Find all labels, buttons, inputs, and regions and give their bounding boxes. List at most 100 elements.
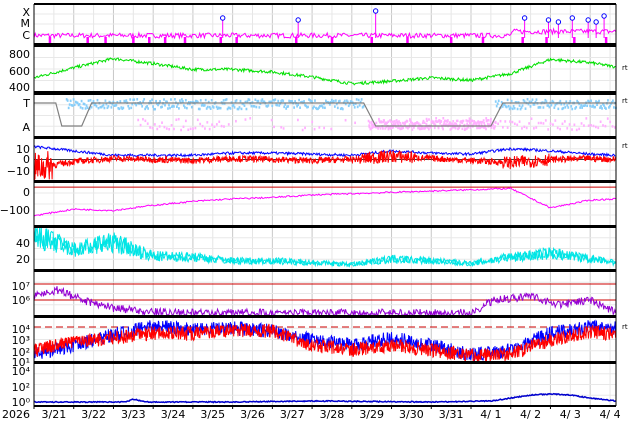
- polarity-toward-dot: [73, 103, 76, 107]
- y-tick-label: X: [22, 6, 30, 19]
- polarity-toward-dot: [353, 106, 356, 109]
- polarity-away-dot: [397, 123, 400, 127]
- polarity-away-dot: [599, 120, 602, 123]
- polarity-away-dot: [452, 120, 455, 123]
- polarity-away-dot: [426, 119, 428, 123]
- polarity-toward-dot: [161, 105, 163, 109]
- polarity-away-dot: [393, 120, 396, 123]
- polarity-away-dot: [404, 122, 406, 126]
- polarity-toward-dot: [237, 107, 240, 111]
- polarity-toward-dot: [85, 104, 88, 107]
- polarity-away-dot: [389, 119, 391, 122]
- polarity-away-dot: [156, 127, 159, 131]
- polarity-toward-dot: [522, 98, 525, 102]
- polarity-toward-dot: [180, 98, 183, 101]
- polarity-toward-dot: [80, 99, 83, 103]
- polarity-away-dot: [427, 127, 430, 131]
- polarity-away-dot: [208, 127, 211, 131]
- polarity-away-dot: [609, 120, 612, 124]
- polarity-toward-dot: [607, 99, 609, 102]
- polarity-toward-dot: [212, 106, 215, 109]
- polarity-toward-dot: [323, 102, 325, 106]
- polarity-away-dot: [481, 120, 484, 124]
- polarity-away-dot: [344, 118, 347, 122]
- xray-event-bar: [148, 37, 151, 43]
- polarity-away-dot: [420, 127, 422, 131]
- polarity-toward-dot: [250, 104, 253, 108]
- polarity-toward-dot: [69, 99, 72, 103]
- polarity-away-dot: [471, 119, 474, 123]
- polarity-away-dot: [379, 120, 381, 124]
- polarity-away-dot: [521, 127, 523, 130]
- polarity-toward-dot: [196, 100, 199, 104]
- polarity-away-dot: [371, 125, 374, 129]
- polarity-toward-dot: [362, 105, 365, 108]
- polarity-away-dot: [204, 127, 206, 130]
- polarity-toward-dot: [83, 102, 86, 106]
- y-tick-label: 10⁴: [12, 323, 31, 336]
- x-tick-label: 3/28: [320, 408, 345, 421]
- polarity-away-dot: [375, 121, 378, 125]
- polarity-toward-dot: [337, 100, 340, 103]
- polarity-toward-dot: [139, 101, 142, 104]
- polarity-toward-dot: [301, 100, 303, 104]
- polarity-away-dot: [461, 121, 464, 125]
- polarity-away-dot: [175, 118, 178, 122]
- polarity-away-dot: [482, 125, 484, 129]
- polarity-away-dot: [194, 126, 197, 130]
- polarity-toward-dot: [182, 104, 185, 107]
- polarity-away-dot: [409, 118, 411, 121]
- polarity-toward-dot: [355, 98, 358, 101]
- polarity-toward-dot: [508, 107, 511, 111]
- polarity-away-dot: [590, 124, 592, 127]
- polarity-toward-dot: [326, 100, 329, 104]
- polarity-away-dot: [418, 127, 421, 131]
- polarity-away-dot: [296, 118, 299, 122]
- polarity-toward-dot: [210, 99, 213, 102]
- polarity-away-dot: [469, 121, 471, 125]
- polarity-away-dot: [448, 123, 450, 126]
- polarity-toward-dot: [142, 100, 145, 103]
- polarity-away-dot: [421, 121, 424, 125]
- polarity-toward-dot: [136, 98, 139, 101]
- polarity-toward-dot: [273, 99, 276, 102]
- polarity-toward-dot: [600, 105, 602, 108]
- y-tick-label: 0: [23, 186, 30, 199]
- polarity-toward-dot: [580, 104, 583, 107]
- polarity-toward-dot: [300, 101, 302, 104]
- flare-marker: [220, 15, 226, 21]
- polarity-away-dot: [370, 120, 373, 124]
- xray-event-bar: [406, 37, 409, 43]
- polarity-toward-dot: [590, 99, 592, 103]
- polarity-away-dot: [554, 119, 557, 122]
- polarity-away-dot: [374, 125, 377, 129]
- polarity-toward-dot: [187, 101, 190, 104]
- density-blue-line: [33, 319, 617, 362]
- polarity-toward-dot: [325, 100, 328, 104]
- polarity-toward-dot: [157, 103, 159, 107]
- polarity-toward-dot: [107, 105, 110, 108]
- polarity-away-dot: [604, 124, 607, 128]
- polarity-toward-dot: [247, 98, 250, 101]
- polarity-away-dot: [399, 121, 402, 125]
- polarity-toward-dot: [538, 106, 541, 109]
- polarity-away-dot: [220, 124, 223, 128]
- flare-marker: [372, 8, 379, 14]
- polarity-toward-dot: [200, 104, 203, 107]
- polarity-toward-dot: [576, 99, 579, 103]
- polarity-toward-dot: [216, 107, 219, 110]
- polarity-toward-dot: [103, 106, 106, 110]
- polarity-toward-dot: [224, 98, 227, 102]
- polarity-toward-dot: [168, 103, 170, 107]
- polarity-toward-dot: [159, 100, 161, 103]
- polarity-toward-dot: [274, 98, 277, 101]
- polarity-away-dot: [161, 121, 163, 124]
- polarity-toward-dot: [238, 106, 241, 109]
- polarity-away-dot: [215, 123, 218, 126]
- flare-marker: [545, 17, 552, 23]
- polarity-away-dot: [469, 126, 472, 129]
- polarity-away-dot: [501, 126, 504, 129]
- polarity-toward-dot: [325, 99, 327, 103]
- polarity-away-dot: [464, 127, 467, 131]
- polarity-toward-dot: [199, 99, 202, 102]
